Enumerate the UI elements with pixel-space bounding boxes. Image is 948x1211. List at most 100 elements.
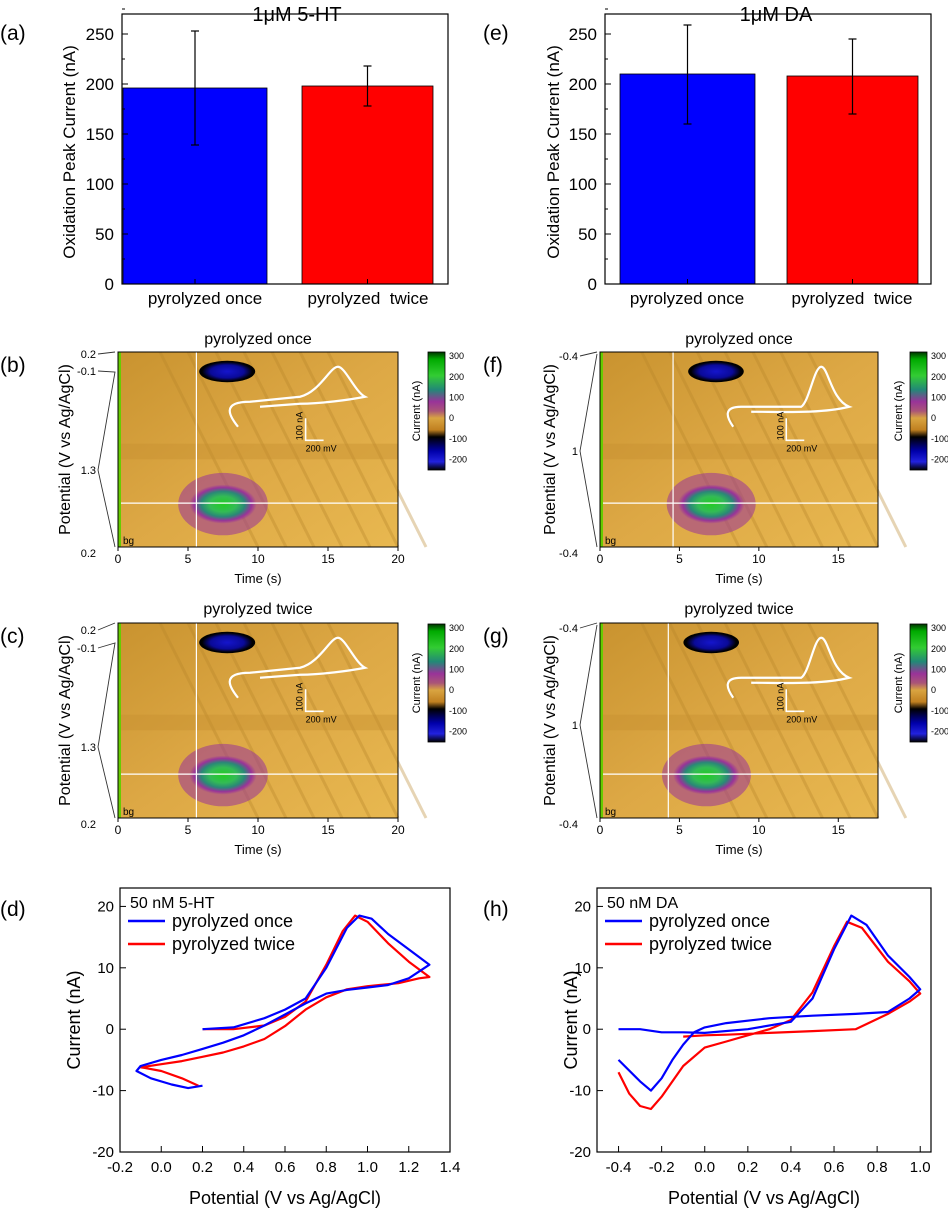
heatmap-band — [118, 714, 398, 731]
oxidation-blob — [673, 755, 740, 795]
legend-label: pyrolyzed once — [172, 911, 293, 931]
x-tick-label: 0.8 — [316, 1159, 337, 1176]
x-tick-label: 1.0 — [357, 1159, 378, 1176]
colorbar-label: Current (nA) — [893, 653, 905, 714]
potential-label: -0.1 — [77, 643, 96, 655]
bar-panel-e: (e) 1μM DA Oxidation Peak Current (nA) 0… — [483, 4, 932, 308]
inset-cv-trace — [228, 365, 369, 428]
x-tick-label: 0.8 — [867, 1159, 888, 1176]
x-tick-label: 0 — [115, 552, 122, 566]
y-tick-label: -10 — [569, 1083, 591, 1100]
bars — [122, 85, 434, 285]
oxidation-blob — [189, 755, 257, 795]
heatmap-streak — [807, 351, 908, 548]
heatmap-title: pyrolyzed once — [685, 331, 793, 348]
heatmap-title: pyrolyzed twice — [203, 601, 312, 618]
cv-series-once — [135, 914, 431, 1090]
potential-bracket — [97, 622, 116, 819]
colorbar-tick-label: -100 — [931, 706, 948, 716]
y-tick-label: 250 — [569, 25, 597, 44]
x-tick-label: 0 — [597, 823, 604, 837]
y-tick-label: 200 — [86, 75, 114, 94]
x-tick-label: pyrolyzed once — [148, 289, 262, 308]
panel-label: (g) — [483, 625, 509, 648]
potential-label: 1 — [572, 720, 578, 732]
x-tick-label: 15 — [321, 823, 335, 837]
colorbar-tick-label: 200 — [931, 644, 946, 654]
panel-label: (a) — [0, 22, 26, 45]
legend-label: pyrolyzed twice — [172, 934, 295, 954]
heatmap-streak — [751, 622, 852, 819]
colorbar-tick-label: -100 — [449, 434, 467, 444]
potential-bracket — [97, 351, 116, 548]
x-tick-label: 10 — [752, 823, 766, 837]
bg-label: bg — [605, 536, 616, 547]
panel-label: (e) — [483, 22, 509, 45]
reduction-blob — [683, 631, 739, 654]
heatmap-streak — [326, 351, 428, 548]
y-axis-label: Potential (V vs Ag/AgCl) — [542, 364, 559, 535]
x-tick-label: pyrolyzed once — [630, 289, 744, 308]
heatmap-title: pyrolyzed twice — [684, 601, 793, 618]
x-tick-label: 10 — [752, 552, 766, 566]
x-tick-label: 5 — [676, 552, 683, 566]
scale-potential-label: 200 mV — [786, 443, 817, 453]
y-tick-label: 150 — [569, 125, 597, 144]
x-tick-label: 5 — [185, 552, 192, 566]
colorbar-tick-label: -200 — [931, 727, 948, 737]
legend-label: pyrolyzed twice — [649, 934, 772, 954]
heatmap-band — [118, 443, 398, 460]
y-tick-label: 10 — [97, 960, 114, 977]
colorbar-tick-label: 0 — [449, 413, 454, 423]
scale-current-label: 100 nA — [775, 683, 785, 712]
y-tick-label: 50 — [578, 225, 597, 244]
plot-frame — [121, 13, 449, 285]
potential-label: 1 — [572, 446, 578, 458]
heatmap-streak — [242, 622, 344, 819]
x-axis-label: Time (s) — [715, 842, 762, 857]
bg-bar — [600, 352, 603, 547]
error-bars — [683, 24, 857, 125]
bg-label: bg — [123, 536, 134, 547]
scale-potential-label: 200 mV — [306, 443, 337, 453]
potential-label: -0.4 — [559, 351, 578, 363]
heatmap-streak — [186, 622, 288, 819]
colorbar-tick-label: 100 — [449, 665, 464, 675]
heatmap-streak — [270, 622, 372, 819]
y-axis-label: Potential (V vs Ag/AgCl) — [542, 635, 559, 806]
heatmap-streak — [214, 622, 316, 819]
potential-label: 0.2 — [81, 349, 96, 361]
x-tick-label: 0.0 — [694, 1159, 715, 1176]
heatmap-streak — [779, 351, 880, 548]
y-axis-label: Current (nA) — [64, 970, 84, 1069]
y-tick-label: 100 — [569, 175, 597, 194]
heatmap-streak — [270, 351, 372, 548]
cv-panel-h: (h) -0.4 -0.2 0.0 0.2 0.4 0.6 0.8 1.0 -20 -10 0 10 20… — [483, 887, 932, 1208]
chart-title: 1μM 5-HT — [252, 4, 341, 26]
colorbar-tick-label: -100 — [931, 434, 948, 444]
x-tick-label: 15 — [832, 823, 846, 837]
bg-bar — [118, 352, 121, 547]
x-tick-label: -0.2 — [649, 1159, 675, 1176]
y-ticks: 0 50 100 150 200 250 — [86, 8, 368, 294]
heatmap-frame — [599, 351, 879, 548]
y-tick-label: 100 — [86, 175, 114, 194]
colorbar — [427, 351, 446, 471]
heatmap-streak — [214, 351, 316, 548]
potential-label: -0.1 — [77, 366, 96, 378]
y-axis-label: Oxidation Peak Current (nA) — [544, 45, 563, 259]
panel-label: (h) — [483, 898, 509, 921]
y-tick-label: 0 — [583, 1021, 591, 1038]
y-tick-label: 0 — [106, 1021, 114, 1038]
potential-label: 0.2 — [81, 819, 96, 831]
y-axis-label: Oxidation Peak Current (nA) — [60, 45, 79, 259]
potential-label: 0.2 — [81, 625, 96, 637]
chart-title: 50 nM 5-HT — [130, 895, 215, 912]
colorbar-tick-label: 200 — [449, 644, 464, 654]
colorbar-tick-label: 300 — [931, 623, 946, 633]
potential-label: -0.4 — [559, 819, 578, 831]
scale-current-label: 100 nA — [775, 412, 785, 441]
